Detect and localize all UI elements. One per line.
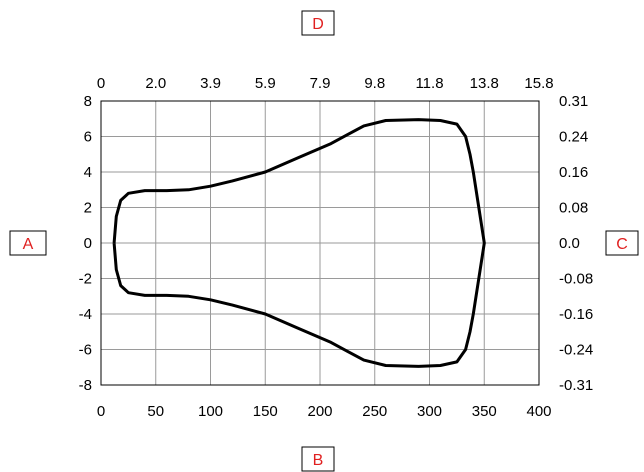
label-box-top: D: [301, 10, 335, 36]
y-left-tick-label: 4: [84, 164, 92, 181]
y-right-tick-label: 0.0: [559, 235, 580, 252]
label-box-right: C: [605, 230, 639, 256]
plot-frame: [100, 100, 540, 386]
y-left-tick-label: 8: [84, 93, 92, 110]
x-bottom-tick-label: 250: [362, 403, 387, 420]
y-left-tick-label: -6: [79, 342, 92, 359]
label-top: D: [312, 16, 324, 33]
y-left-tick-label: -8: [79, 377, 92, 394]
y-right-ticks: 0.31 0.24 0.16 0.08 0.0 -0.08 -0.16 -0.24 -0.31: [559, 93, 593, 394]
label-box-left: A: [9, 230, 47, 256]
y-left-tick-label: 0: [84, 235, 92, 252]
x-bottom-tick-label: 150: [253, 403, 278, 420]
x-top-tick-label: 7.9: [310, 75, 331, 92]
x-bottom-tick-label: 100: [198, 403, 223, 420]
y-left-ticks: 8 6 4 2 0 -2 -4 -6 -8: [79, 93, 92, 394]
x-bottom-tick-label: 300: [417, 403, 442, 420]
y-left-tick-label: 6: [84, 129, 92, 146]
label-left: A: [23, 236, 34, 253]
y-right-tick-label: -0.08: [559, 271, 593, 288]
y-right-tick-label: -0.31: [559, 377, 593, 394]
y-right-tick-label: -0.16: [559, 306, 593, 323]
x-bottom-tick-label: 400: [526, 403, 551, 420]
x-top-tick-label: 2.0: [145, 75, 166, 92]
series-line: [112, 118, 486, 368]
y-right-tick-label: -0.24: [559, 342, 593, 359]
y-right-tick-label: 0.31: [559, 93, 588, 110]
x-top-ticks: 0 2.0 3.9 5.9 7.9 9.8 11.8 13.8 15.8: [97, 75, 554, 92]
x-top-tick-label: 9.8: [364, 75, 385, 92]
y-left-tick-label: -2: [79, 271, 92, 288]
y-right-tick-label: 0.24: [559, 129, 588, 146]
x-top-tick-label: 11.8: [415, 75, 443, 92]
y-right-tick-label: 0.16: [559, 164, 588, 181]
x-top-tick-label: 15.8: [524, 75, 553, 92]
x-top-tick-label: 5.9: [255, 75, 276, 92]
label-right: C: [616, 236, 628, 253]
x-bottom-tick-label: 0: [97, 403, 105, 420]
label-box-bottom: B: [301, 446, 335, 472]
label-bottom: B: [313, 452, 324, 469]
x-top-tick-label: 13.8: [470, 75, 499, 92]
x-top-tick-label: 3.9: [200, 75, 221, 92]
x-bottom-tick-label: 50: [147, 403, 164, 420]
x-bottom-tick-label: 350: [472, 403, 497, 420]
x-top-tick-label: 0: [97, 75, 105, 92]
y-left-tick-label: 2: [84, 200, 92, 217]
x-bottom-tick-label: 200: [307, 403, 332, 420]
y-right-tick-label: 0.08: [559, 200, 588, 217]
x-bottom-ticks: 0 50 100 150 200 250 300 350 400: [97, 403, 552, 420]
y-left-tick-label: -4: [79, 306, 92, 323]
grid: [100, 100, 540, 386]
